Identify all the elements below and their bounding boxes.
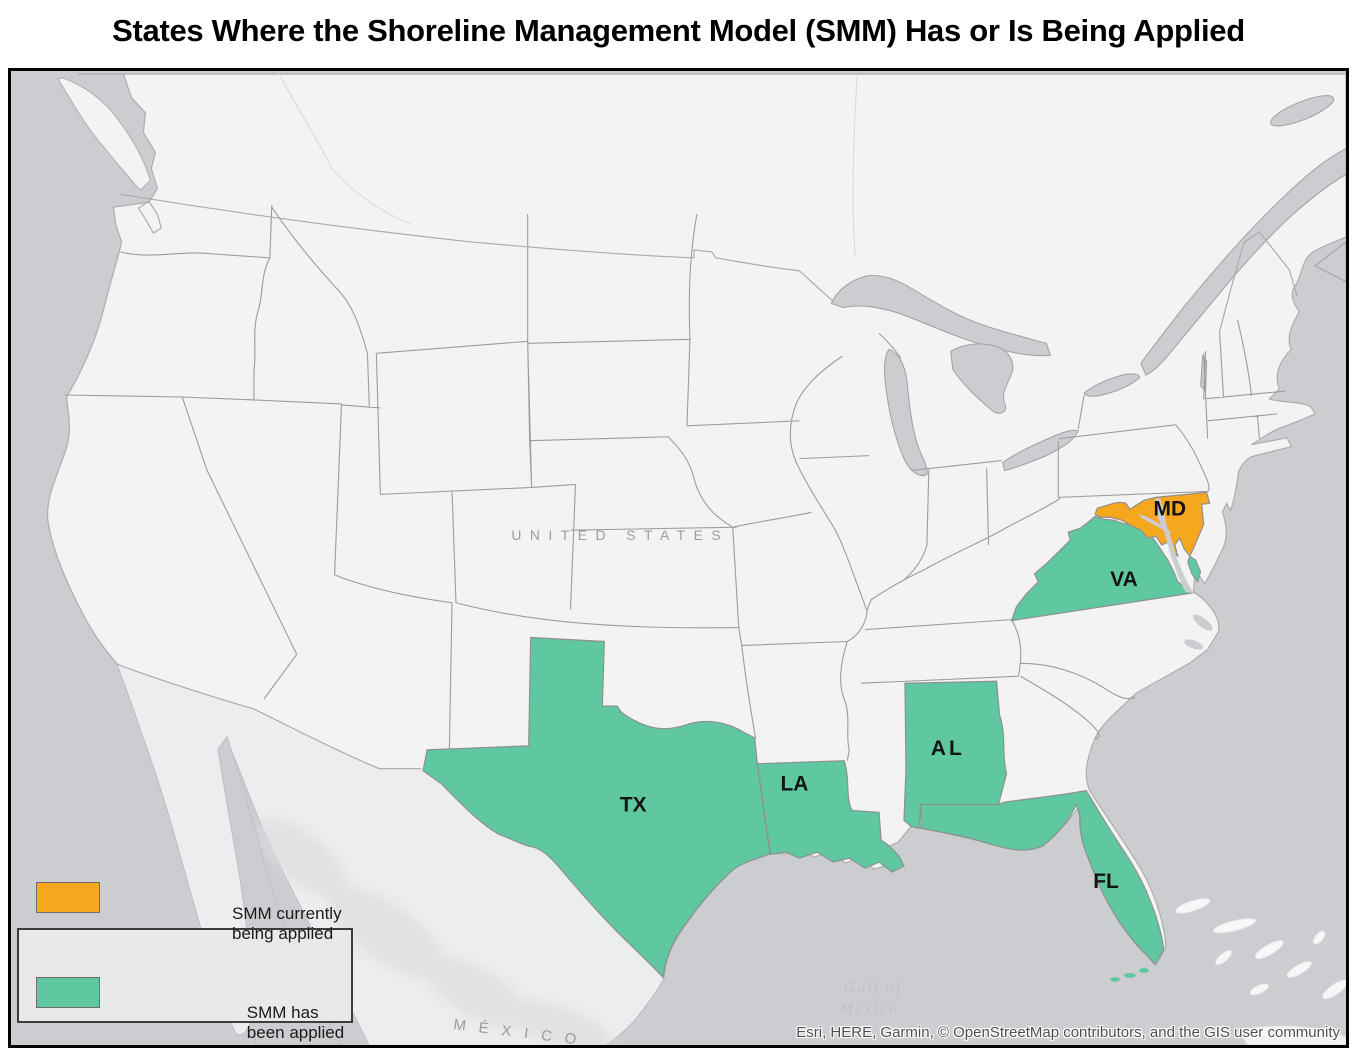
state-label-tx: TX: [620, 793, 647, 816]
state-label-va: VA: [1110, 568, 1137, 591]
st-lawrence-river: [1140, 147, 1346, 376]
chesapeake-bay: [1137, 498, 1195, 594]
state-label-fl: FL: [1093, 870, 1119, 893]
map-attribution: Esri, HERE, Garmin, © OpenStreetMap cont…: [796, 1024, 1340, 1041]
great-lakes: [830, 95, 1346, 476]
state-texas: [422, 636, 771, 979]
mexico-land: [117, 664, 665, 1045]
legend-swatch-current: [36, 882, 100, 914]
map-frame: UNITED STATES Gulf of Mexico MÉXICO MD V…: [8, 68, 1349, 1048]
state-maryland: [1094, 491, 1211, 558]
legend: SMM currently being applied SMM has been…: [17, 882, 353, 1042]
legend-label-applied: SMM has been applied: [246, 1003, 345, 1043]
legend-swatch-applied: [36, 977, 100, 1009]
state-alabama: [903, 680, 1008, 830]
bay-of-fundy: [1314, 241, 1346, 283]
florida-keys: [1110, 968, 1149, 982]
canada-border: [120, 193, 1298, 332]
state-borders: [64, 205, 1286, 769]
map-canvas: UNITED STATES Gulf of Mexico MÉXICO MD V…: [11, 71, 1346, 1045]
canada-province-border: [278, 72, 858, 257]
vancouver-island: [56, 77, 151, 191]
lake-ontario: [1083, 373, 1141, 397]
state-label-md: MD: [1154, 497, 1186, 520]
legend-item-applied: SMM has been applied: [36, 977, 351, 1045]
state-label-al: AL: [931, 737, 965, 760]
cuba: [1241, 1025, 1346, 1045]
lake-michigan: [884, 348, 928, 476]
map-title: States Where the Shoreline Management Mo…: [112, 13, 1245, 48]
legend-item-current: SMM currently being applied: [36, 882, 351, 966]
mexico-hillshade: [257, 818, 613, 1045]
mexico-border: [117, 663, 422, 770]
lake-erie: [1001, 429, 1079, 472]
lake-huron: [950, 343, 1014, 414]
bahamas-islands: [1175, 898, 1346, 1000]
state-label-la: LA: [781, 773, 809, 796]
state-louisiana: [757, 760, 905, 873]
lake-superior: [830, 274, 1051, 357]
country-label: UNITED STATES: [511, 527, 729, 543]
gulf-st-lawrence: [1270, 95, 1335, 127]
state-florida: [920, 789, 1165, 966]
state-virginia-eastern-shore: [1187, 555, 1202, 583]
carolina-sounds: [1184, 614, 1213, 650]
gulf-label-line2: Mexico: [839, 1001, 899, 1018]
legend-label-current: SMM currently being applied: [232, 904, 342, 944]
gulf-label-line1: Gulf of: [844, 979, 903, 996]
